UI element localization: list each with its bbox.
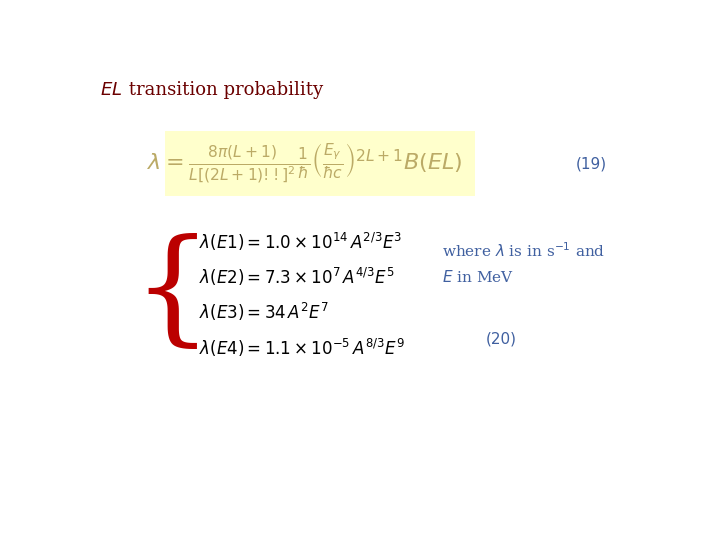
- Text: {: {: [132, 234, 212, 355]
- Text: $\lambda = \frac{8\pi(L+1)}{L[(2L+1)!!]^2}\frac{1}{\hbar}\left(\frac{E_\gamma}{\: $\lambda = \frac{8\pi(L+1)}{L[(2L+1)!!]^…: [147, 141, 462, 186]
- Text: $E$ in MeV: $E$ in MeV: [441, 269, 513, 285]
- Text: where $\lambda$ is in s$^{-1}$ and: where $\lambda$ is in s$^{-1}$ and: [441, 241, 605, 260]
- Text: $\lambda(E3) = 34\,A^{2}E^{7}$: $\lambda(E3) = 34\,A^{2}E^{7}$: [199, 301, 328, 323]
- Text: (19): (19): [575, 156, 606, 171]
- Text: $\mathit{EL}$: $\mathit{EL}$: [100, 82, 122, 99]
- Text: (20): (20): [486, 332, 517, 347]
- Text: $\lambda(E2) = 7.3\times10^{7}\,A^{4/3}E^{5}$: $\lambda(E2) = 7.3\times10^{7}\,A^{4/3}E…: [199, 266, 395, 288]
- Text: $\lambda(E1) = 1.0\times10^{14}\,A^{2/3}E^{3}$: $\lambda(E1) = 1.0\times10^{14}\,A^{2/3}…: [199, 231, 402, 253]
- Text: $\lambda(E4) = 1.1\times10^{-5}\,A^{8/3}E^{9}$: $\lambda(E4) = 1.1\times10^{-5}\,A^{8/3}…: [199, 336, 405, 359]
- FancyBboxPatch shape: [166, 131, 475, 196]
- Text: transition probability: transition probability: [124, 82, 323, 99]
